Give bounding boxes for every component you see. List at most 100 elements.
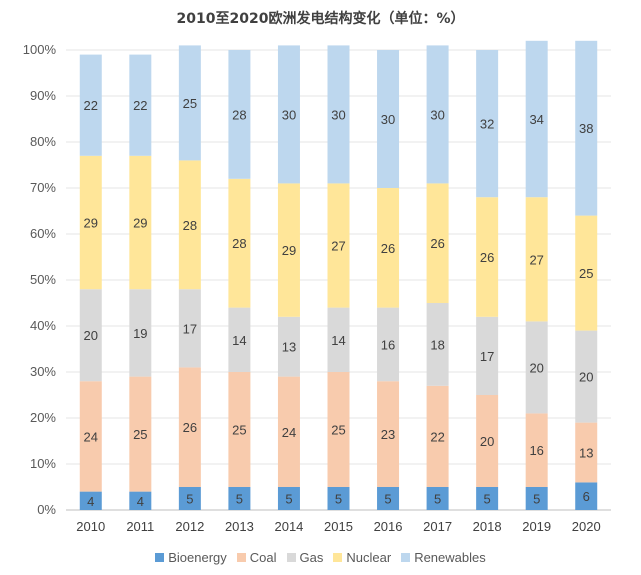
- data-label: 29: [133, 216, 147, 231]
- data-label: 5: [335, 492, 342, 507]
- bar-segment-coal: [476, 395, 499, 487]
- data-label: 5: [533, 492, 540, 507]
- legend-item-gas: Gas: [286, 550, 324, 565]
- legend-swatch: [236, 553, 246, 562]
- bar-segment-nuclear: [129, 155, 152, 290]
- legend-swatch: [333, 553, 343, 562]
- bar-segment-gas: [277, 316, 300, 377]
- data-label: 5: [236, 492, 243, 507]
- legend-swatch: [401, 553, 411, 562]
- data-label: 22: [133, 98, 147, 113]
- x-axis: 2010 2011 2012 2013 2014 2015 2016 2017 2018 2019…: [76, 519, 600, 534]
- bar-segment-coal: [79, 381, 102, 492]
- legend-item-renewables: Renewables: [401, 550, 486, 565]
- bar-segment-bioenergy: [79, 491, 102, 510]
- x-tick-label: 2018: [473, 519, 502, 534]
- bar-segment-nuclear: [525, 197, 548, 322]
- bar-segment-nuclear: [476, 197, 499, 317]
- bar-segment-renewables: [129, 54, 152, 156]
- legend-swatch: [155, 553, 165, 562]
- data-label: 18: [430, 337, 444, 352]
- bar-segment-bioenergy: [277, 487, 300, 510]
- bar-segment-bioenergy: [525, 487, 548, 510]
- bar-segment-nuclear: [575, 215, 598, 331]
- data-label: 30: [282, 107, 296, 122]
- bar-segment-gas: [525, 321, 548, 414]
- data-label: 29: [282, 243, 296, 258]
- bar-segment-nuclear: [426, 183, 449, 303]
- data-label: 27: [331, 239, 345, 254]
- y-tick-label: 50%: [30, 272, 56, 287]
- bar-segment-bioenergy: [228, 487, 251, 510]
- bar-segment-gas: [476, 316, 499, 395]
- bar-segment-renewables: [79, 54, 102, 156]
- data-label: 30: [430, 107, 444, 122]
- y-tick-label: 60%: [30, 226, 56, 241]
- data-label: 30: [381, 112, 395, 127]
- bar-segment-renewables: [178, 45, 201, 161]
- bar-segment-bioenergy: [377, 487, 400, 510]
- data-label: 17: [480, 349, 494, 364]
- stacked-bar-chart: 0%10%20%30%40%50%60%70%80%90%100% 424202…: [23, 40, 611, 534]
- data-label: 24: [282, 425, 296, 440]
- bar-segment-nuclear: [228, 178, 251, 308]
- data-label: 34: [529, 112, 543, 127]
- y-tick-label: 40%: [30, 318, 56, 333]
- bar-segment-renewables: [476, 50, 499, 198]
- data-label: 26: [430, 236, 444, 251]
- data-label: 26: [183, 420, 197, 435]
- bar-segment-gas: [129, 289, 152, 377]
- data-label: 4: [137, 494, 144, 509]
- y-tick-label: 10%: [30, 456, 56, 471]
- data-label: 20: [579, 370, 593, 385]
- bar-segment-coal: [277, 376, 300, 487]
- y-tick-label: 0%: [37, 502, 56, 517]
- bar-segment-bioenergy: [327, 487, 350, 510]
- y-tick-label: 100%: [23, 42, 57, 57]
- x-tick-label: 2019: [522, 519, 551, 534]
- data-label: 38: [579, 121, 593, 136]
- bar-segment-renewables: [277, 45, 300, 184]
- data-label: 5: [484, 492, 491, 507]
- bar-segment-bioenergy: [575, 482, 598, 510]
- y-tick-label: 90%: [30, 88, 56, 103]
- x-tick-label: 2013: [225, 519, 254, 534]
- bar-segment-coal: [228, 372, 251, 487]
- data-label: 25: [232, 423, 246, 438]
- legend: Bioenergy Coal Gas Nuclear Renewables: [0, 550, 641, 565]
- data-label: 25: [183, 96, 197, 111]
- bar-segment-bioenergy: [129, 491, 152, 510]
- bar-segment-renewables: [228, 50, 251, 179]
- bar-segment-coal: [426, 385, 449, 487]
- bar-segment-gas: [426, 303, 449, 386]
- legend-item-coal: Coal: [236, 550, 277, 565]
- bar-segment-renewables: [525, 40, 548, 198]
- data-label: 23: [381, 427, 395, 442]
- data-label: 28: [183, 218, 197, 233]
- bar-segment-gas: [377, 307, 400, 382]
- bar-segment-coal: [575, 422, 598, 483]
- bar-segment-renewables: [575, 40, 598, 216]
- bar-segment-bioenergy: [426, 487, 449, 510]
- x-tick-label: 2010: [76, 519, 105, 534]
- data-label: 5: [384, 492, 391, 507]
- bar-segment-gas: [228, 307, 251, 372]
- legend-label: Gas: [299, 550, 324, 565]
- legend-item-nuclear: Nuclear: [333, 550, 391, 565]
- bar-segment-renewables: [327, 45, 350, 184]
- legend-label: Renewables: [414, 550, 486, 565]
- data-label: 19: [133, 326, 147, 341]
- bar-segment-gas: [79, 289, 102, 382]
- y-tick-label: 30%: [30, 364, 56, 379]
- data-label: 5: [285, 492, 292, 507]
- bar-segment-renewables: [426, 45, 449, 184]
- bar-segment-coal: [178, 367, 201, 487]
- bar-segment-bioenergy: [476, 487, 499, 510]
- data-label: 22: [430, 429, 444, 444]
- x-tick-label: 2016: [374, 519, 403, 534]
- data-label: 20: [480, 434, 494, 449]
- data-label: 27: [529, 252, 543, 267]
- data-label: 14: [232, 333, 246, 348]
- data-label: 28: [232, 107, 246, 122]
- chart-title: 2010至2020欧洲发电结构变化（单位：%）: [176, 11, 465, 27]
